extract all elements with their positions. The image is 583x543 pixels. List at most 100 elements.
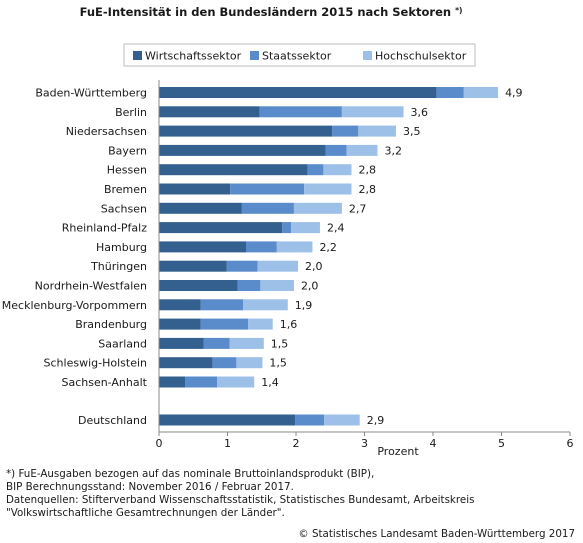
chart-legend: Wirtschaftssektor Staatssektor Hochschulse… <box>123 43 476 67</box>
footnote-line: "Volkswirtschaftliche Gesamtrechnungen d… <box>6 507 285 519</box>
bar-segment <box>259 106 342 118</box>
category-label: Mecklenburg-Vorpommern <box>2 299 147 312</box>
bar-segment <box>159 202 242 214</box>
bar-segment <box>463 87 499 98</box>
category-label: Sachsen <box>101 202 147 215</box>
chart-title-marker: *) <box>455 6 462 15</box>
bar-segment <box>245 241 277 253</box>
category-label: Sachsen-Anhalt <box>61 376 147 389</box>
bar-segment <box>341 106 404 118</box>
footnote-line: BIP Berechnungsstand: November 2016 / Fe… <box>6 481 294 493</box>
total-label: 1,5 <box>269 357 287 370</box>
bar-segment <box>229 337 264 349</box>
legend-swatch-2 <box>250 51 259 60</box>
total-label: 2,8 <box>358 183 376 196</box>
bar-segment <box>323 164 352 176</box>
x-tick-label: 4 <box>430 437 437 450</box>
bar-segment <box>241 202 294 214</box>
bar-segment <box>159 357 213 369</box>
bar-segment <box>159 318 201 330</box>
legend-swatch-3 <box>363 51 372 60</box>
bar-segment <box>293 202 342 214</box>
bar-segment <box>159 144 326 156</box>
bar-segment <box>159 164 308 176</box>
bar-segment <box>159 260 227 272</box>
total-label: 1,5 <box>271 337 289 350</box>
bar-segment <box>159 222 283 234</box>
x-tick-label: 0 <box>156 437 163 450</box>
category-label: Schleswig-Holstein <box>44 357 147 370</box>
bar-segment <box>230 183 305 195</box>
legend-frame <box>123 43 476 67</box>
x-tick-label: 5 <box>498 437 505 450</box>
category-label: Hessen <box>107 164 147 177</box>
bar-segment <box>212 357 237 369</box>
category-label: Thüringen <box>90 260 147 273</box>
total-label: 2,7 <box>349 202 367 215</box>
legend-swatch-1 <box>133 51 142 60</box>
bar-segment <box>159 183 231 195</box>
x-axis: 0 1 2 3 4 5 6 <box>156 80 574 450</box>
bar-segment <box>304 183 352 195</box>
bar-segment <box>237 280 261 291</box>
category-label: Bayern <box>108 144 147 157</box>
bar-segment <box>159 376 186 388</box>
footnote-line: Datenquellen: Stifterverband Wissenschaf… <box>6 494 475 506</box>
total-labels: 4,9 3,6 3,53,2 2,8 2,8 2,7 2,4 2,2 2,0 2,0 1,9 1,6 1… <box>261 87 522 428</box>
category-label: Brandenburg <box>75 318 147 331</box>
total-label: 2,8 <box>358 164 376 177</box>
bar-segment <box>248 318 273 330</box>
total-label: 2,0 <box>301 280 319 293</box>
bar-segment <box>217 376 255 388</box>
x-tick-label: 3 <box>361 437 368 450</box>
bar-segment <box>332 125 359 137</box>
category-label: Hamburg <box>96 241 147 254</box>
total-label: 1,4 <box>261 376 279 389</box>
bar-segment <box>325 144 347 156</box>
x-axis-label: Prozent <box>377 445 419 458</box>
bar-segment <box>436 87 464 98</box>
bar-segment <box>200 318 249 330</box>
total-label: 1,6 <box>280 318 298 331</box>
bar-segment <box>159 414 296 426</box>
total-label: 3,5 <box>403 125 421 138</box>
bar-segment <box>159 125 333 137</box>
bar-segment <box>159 106 260 118</box>
bar-segment <box>260 280 294 291</box>
bar-segment <box>236 357 263 369</box>
bar-segment <box>257 260 299 272</box>
total-label: 3,6 <box>411 106 429 119</box>
bar-segment <box>358 125 397 137</box>
x-tick-label: 2 <box>293 437 300 450</box>
legend-label-2: Staatssektor <box>262 50 332 63</box>
stacked-bar-chart: FuE-Intensität in den Bundesländern 2015… <box>2 5 574 458</box>
bar-segment <box>307 164 324 176</box>
bar-segment <box>282 222 292 234</box>
bar-segment <box>159 280 238 291</box>
bar-segment <box>276 241 313 253</box>
bar-segment <box>200 299 244 311</box>
bar-segment <box>203 337 230 349</box>
legend-label-3: Hochschulsektor <box>375 50 467 63</box>
total-label: 3,2 <box>385 144 403 157</box>
category-label: Niedersachsen <box>66 125 147 138</box>
total-label: 2,4 <box>327 222 345 235</box>
bar-segment <box>226 260 258 272</box>
total-label: 1,9 <box>295 299 313 312</box>
category-label: Nordrhein-Westfalen <box>35 280 147 293</box>
category-labels: Baden-Württemberg Berlin Niedersachsen Baye… <box>2 87 148 428</box>
bar-segment <box>159 299 201 311</box>
total-label: 4,9 <box>505 87 523 100</box>
category-label: Rheinland-Pfalz <box>62 222 147 235</box>
x-tick-label: 6 <box>567 437 574 450</box>
category-label: Berlin <box>115 106 147 119</box>
total-label: 2,2 <box>319 241 337 254</box>
bar-area <box>159 87 499 426</box>
bar-segment <box>159 241 246 253</box>
total-label: 2,9 <box>367 414 385 427</box>
category-label: Bremen <box>104 183 147 196</box>
bar-segment <box>291 222 320 234</box>
category-label: Saarland <box>98 337 147 350</box>
bar-segment <box>159 337 204 349</box>
category-label: Deutschland <box>78 414 147 427</box>
